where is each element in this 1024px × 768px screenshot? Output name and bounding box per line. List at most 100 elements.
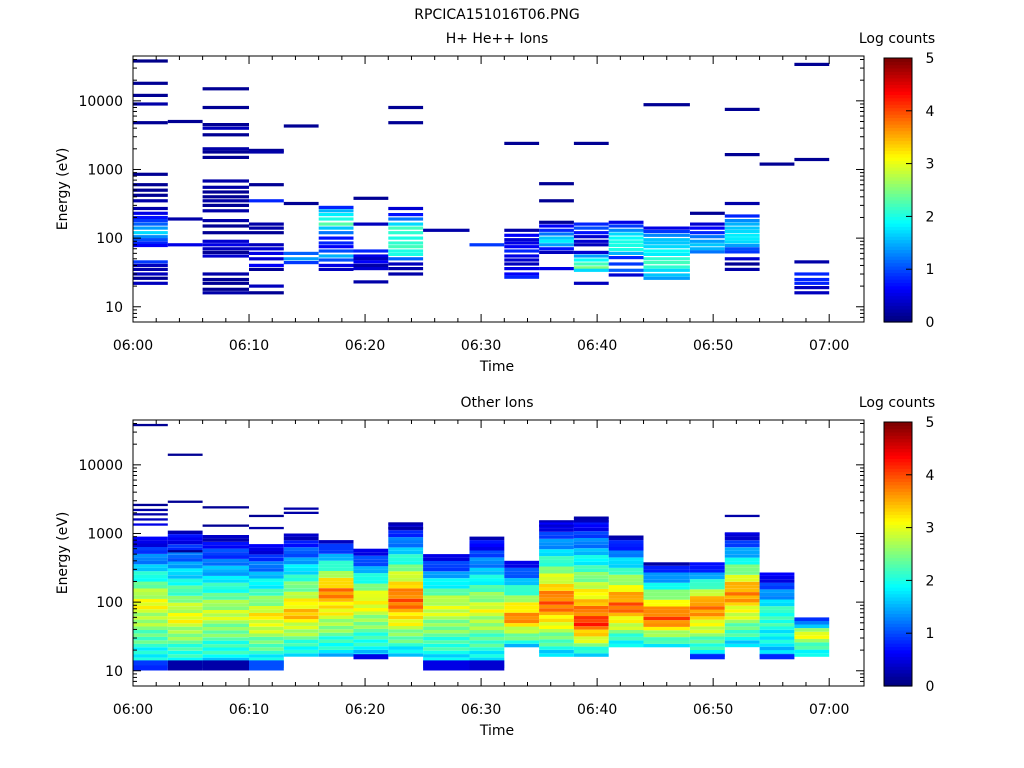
heatmap-cell [423, 612, 470, 617]
colorbar-tick-label: 3 [926, 157, 935, 173]
heatmap-cell [539, 590, 574, 595]
heatmap-cell [504, 233, 540, 237]
heatmap-cell [724, 543, 760, 548]
heatmap-cell [608, 543, 644, 547]
heatmap-cell [353, 552, 389, 556]
heatmap-cell [388, 222, 424, 226]
colorbar-segment [884, 448, 912, 453]
heatmap-cell [318, 588, 354, 592]
heatmap-cell [608, 636, 644, 641]
colorbar-segment [884, 91, 912, 95]
heatmap-cell [539, 528, 574, 532]
y-tick-label: 10 [105, 664, 123, 680]
heatmap-cell [423, 567, 470, 572]
heatmap-cell [318, 226, 354, 230]
heatmap-cell [608, 623, 644, 627]
heatmap-cell [573, 541, 609, 545]
heatmap-cell [504, 626, 540, 630]
heatmap-cell [202, 589, 249, 593]
colorbar-segment [884, 438, 912, 443]
heatmap-cell [724, 592, 760, 596]
heatmap-cell [167, 657, 203, 661]
heatmap-cell [724, 107, 760, 111]
heatmap-cell [539, 576, 574, 581]
heatmap-cell [249, 633, 284, 637]
heatmap-cell [167, 599, 203, 603]
heatmap-cell [388, 591, 424, 596]
heatmap-cell [573, 619, 609, 623]
colorbar-segment [884, 527, 912, 532]
colorbar-segment [884, 554, 912, 558]
heatmap-cell [133, 605, 168, 610]
heatmap-cell [573, 592, 609, 596]
heatmap-cell [167, 602, 203, 607]
heatmap-cell [388, 272, 424, 276]
heatmap-cell [469, 609, 505, 613]
heatmap-cell [504, 245, 540, 249]
heatmap-cell [469, 643, 505, 648]
heatmap-cell [133, 650, 168, 655]
colorbar: 0 1 2 3 4 5 [883, 51, 935, 331]
heatmap-cell [423, 592, 470, 596]
heatmap-cell [423, 602, 470, 606]
heatmap-cell [608, 560, 644, 565]
colorbar-segment [884, 259, 912, 264]
heatmap-cell [573, 609, 609, 613]
heatmap-cell [539, 615, 574, 619]
colorbar-segment [884, 150, 912, 155]
heatmap-cell [423, 574, 470, 579]
heatmap-cell [539, 247, 574, 251]
plot-frame [132, 419, 865, 687]
heatmap-cell [283, 547, 319, 551]
heatmap-cell [539, 199, 574, 203]
heatmap-cell [249, 592, 284, 596]
heatmap-cell [283, 578, 319, 582]
heatmap-cell [423, 578, 470, 582]
heatmap-cell [643, 261, 690, 265]
colorbar-segment [884, 74, 912, 79]
heatmap-cell [167, 217, 203, 221]
heatmap-cell [202, 535, 249, 539]
colorbar-segment [884, 425, 912, 430]
heatmap-cell [759, 643, 795, 647]
colorbar-segment [884, 104, 912, 109]
heatmap-cell [388, 632, 424, 637]
heatmap-cell [133, 557, 168, 561]
heatmap-cell [388, 533, 424, 538]
colorbar-segment [884, 87, 912, 92]
heatmap-cell [608, 220, 644, 224]
heatmap-cell [573, 254, 609, 258]
heatmap-cell [690, 596, 725, 600]
heatmap-cell [539, 639, 574, 643]
heatmap-cell [388, 544, 424, 548]
heatmap-cell [388, 598, 424, 603]
heatmap-cell [724, 240, 760, 244]
heatmap-cell [202, 209, 249, 213]
heatmap-cell [133, 215, 168, 220]
heatmap-cell [643, 626, 690, 631]
heatmap-cell [759, 602, 795, 607]
heatmap-cell [539, 556, 574, 560]
heatmap-cell [539, 608, 574, 612]
heatmap-cell [573, 243, 609, 247]
heatmap-cell [643, 229, 690, 234]
heatmap-cell [573, 612, 609, 617]
heatmap-cell [202, 613, 249, 617]
heatmap-cell [133, 585, 168, 589]
heatmap-cell [423, 643, 470, 648]
heatmap-cell [608, 616, 644, 620]
heatmap-cell [539, 520, 574, 523]
heatmap-cell [249, 199, 284, 203]
heatmap-cell [353, 632, 389, 636]
heatmap-cell [388, 537, 424, 541]
heatmap-cell [249, 575, 284, 579]
heatmap-cell [318, 653, 354, 657]
colorbar-segment [884, 229, 912, 234]
heatmap-cell [573, 262, 609, 266]
heatmap-cell [794, 157, 830, 162]
heatmap-cell [353, 642, 389, 647]
heatmap-cell [794, 281, 830, 285]
heatmap-cell [133, 231, 168, 235]
colorbar-segment [884, 567, 912, 572]
colorbar-segment [884, 107, 912, 112]
